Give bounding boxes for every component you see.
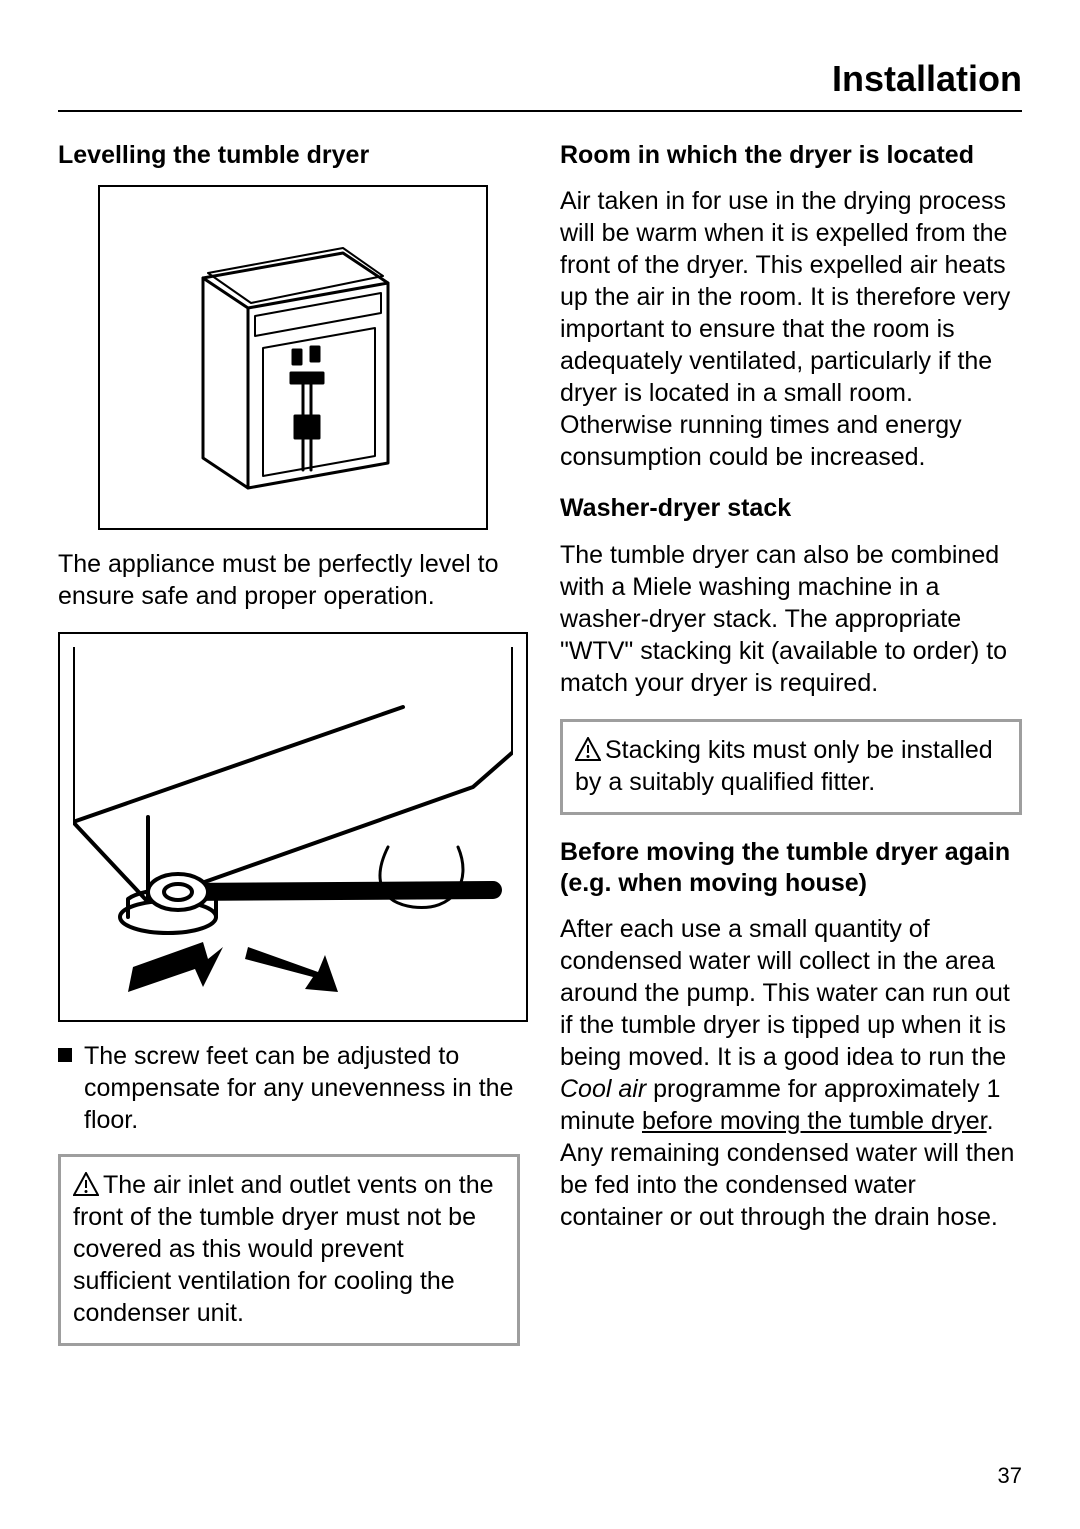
warning-text: The air inlet and outlet vents on the fr… <box>73 1171 494 1327</box>
bullet-text: The screw feet can be adjusted to compen… <box>84 1040 520 1136</box>
figure-screw-feet <box>58 632 528 1022</box>
text-level-intro: The appliance must be perfectly level to… <box>58 548 520 612</box>
heading-stack: Washer-dryer stack <box>560 493 1022 524</box>
warning-vents: The air inlet and outlet vents on the fr… <box>58 1154 520 1346</box>
left-column: Levelling the tumble dryer <box>58 140 520 1368</box>
text-moving: After each use a small quantity of conde… <box>560 913 1022 1233</box>
heading-levelling: Levelling the tumble dryer <box>58 140 520 171</box>
text-stack: The tumble dryer can also be combined wi… <box>560 539 1022 699</box>
text-room: Air taken in for use in the drying proce… <box>560 185 1022 473</box>
heading-moving: Before moving the tumble dryer again (e.… <box>560 837 1022 900</box>
right-column: Room in which the dryer is located Air t… <box>560 140 1022 1368</box>
warning-stacking: Stacking kits must only be installed by … <box>560 719 1022 815</box>
warning-text: Stacking kits must only be installed by … <box>575 736 993 796</box>
bullet-screw-feet: The screw feet can be adjusted to compen… <box>58 1040 520 1136</box>
moving-part-a: After each use a small quantity of conde… <box>560 915 1010 1071</box>
content-columns: Levelling the tumble dryer <box>58 140 1022 1368</box>
bullet-marker-icon <box>58 1048 72 1062</box>
page-title: Installation <box>58 58 1022 112</box>
figure-dryer-isometric <box>98 185 488 530</box>
dryer-illustration-icon <box>143 218 443 498</box>
screw-feet-illustration-icon <box>73 647 513 1007</box>
heading-room: Room in which the dryer is located <box>560 140 1022 171</box>
moving-underline: before moving the tumble dryer <box>642 1107 987 1135</box>
warning-icon <box>73 1172 99 1196</box>
moving-italic: Cool air <box>560 1075 646 1103</box>
page-number: 37 <box>998 1463 1022 1489</box>
warning-icon <box>575 737 601 761</box>
